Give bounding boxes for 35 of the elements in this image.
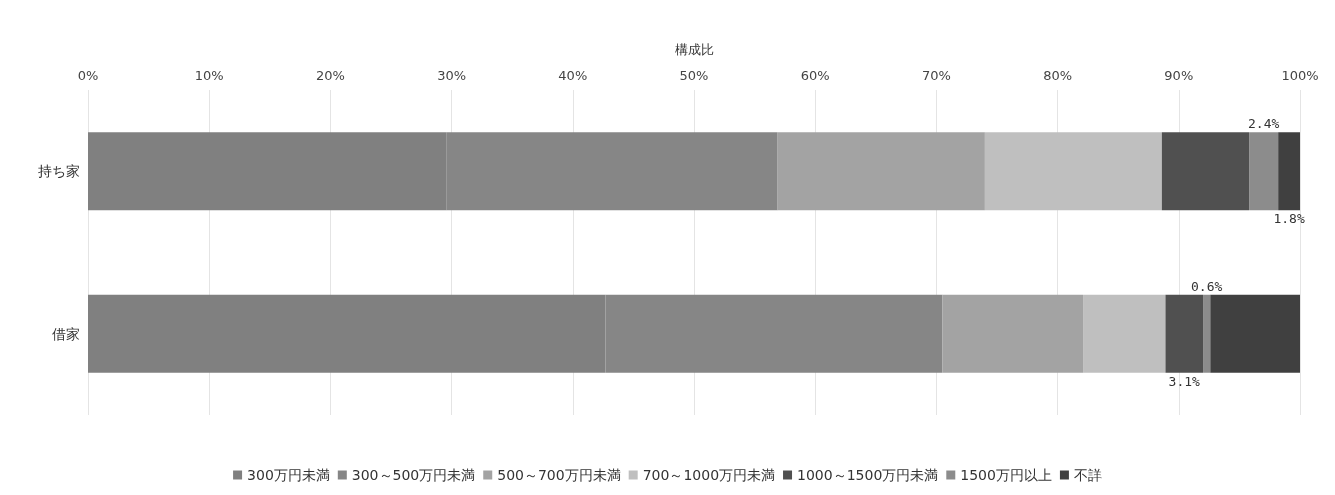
x-tick-label: 0% (77, 68, 99, 83)
legend-label: 300～500万円未満 (351, 467, 476, 483)
bar (942, 294, 1084, 373)
bar (1210, 294, 1300, 373)
y-tick-label: 持ち家 (38, 163, 80, 180)
legend-label: 1000～1500万円未満 (797, 467, 939, 483)
data-label: 2.4% (1247, 116, 1280, 132)
bar (1203, 294, 1211, 373)
legend-label: 1500万円以上 (960, 467, 1052, 483)
legend-label: 不詳 (1073, 467, 1102, 483)
x-tick-label: 50% (679, 68, 709, 83)
x-tick-label: 20% (315, 68, 345, 83)
bar (984, 132, 1162, 211)
y-tick-label: 借家 (52, 325, 80, 342)
x-tick-label: 60% (800, 68, 830, 83)
legend-label: 700～1000万円未満 (642, 467, 776, 483)
bar (777, 132, 985, 211)
data-label: 3.1% (1168, 373, 1201, 389)
data-label: 1.8% (1273, 211, 1305, 227)
data-label: 0.6% (1191, 278, 1223, 294)
bar (1278, 132, 1300, 211)
x-tick-label: 70% (921, 68, 951, 83)
legend-label: 500～700万円未満 (497, 467, 621, 483)
x-tick-label: 40% (558, 68, 588, 83)
bar (1165, 294, 1204, 373)
x-tick-label: 100% (1281, 68, 1319, 83)
x-tick-label: 90% (1164, 68, 1194, 83)
x-tick-label: 80% (1043, 68, 1073, 83)
x-tick-label: 10% (194, 68, 224, 83)
bar (1161, 132, 1250, 211)
x-tick-label: 30% (437, 68, 467, 83)
bar (1249, 132, 1279, 211)
bar (1083, 294, 1166, 373)
legend-label: 300万円未満 (247, 467, 330, 483)
x-axis-title: 構成比 (674, 42, 714, 57)
